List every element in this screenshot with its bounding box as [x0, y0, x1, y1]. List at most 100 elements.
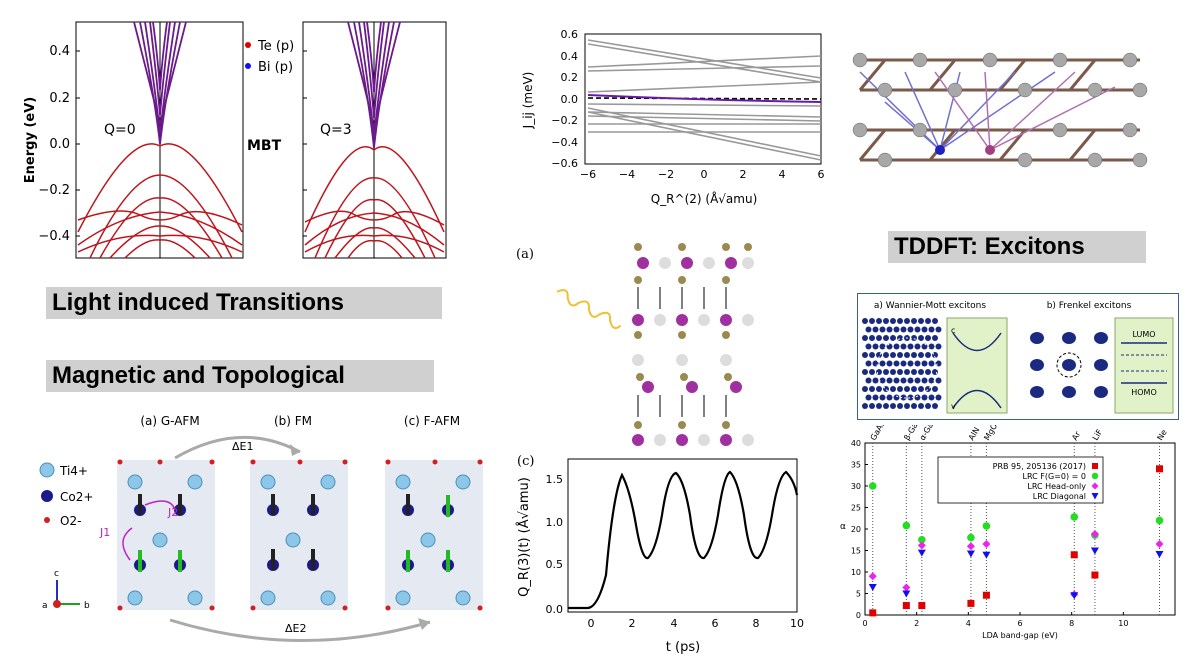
wm-lattice-dot: [925, 335, 931, 341]
qr-panel-label: (c): [517, 454, 535, 469]
scatter-ytick: 40: [851, 439, 861, 448]
wm-lattice-dot: [914, 360, 921, 367]
wm-lattice-dot: [869, 352, 875, 358]
band-ylabel: Energy (eV): [23, 97, 38, 183]
legend-marker: [1091, 472, 1099, 480]
wm-lattice-dot: [918, 369, 924, 375]
vb-label: v: [951, 402, 956, 411]
band-ytick: 0.0: [49, 137, 70, 152]
marker-lrc-f0: [918, 535, 926, 544]
heading-light-induced: Light induced Transitions: [46, 287, 442, 319]
wm-lattice-dot: [907, 394, 914, 401]
wm-lattice-dot: [907, 377, 914, 384]
wm-lattice-dot: [865, 343, 872, 350]
wm-lattice-dot: [865, 326, 872, 333]
wm-lattice-dot: [869, 318, 875, 324]
wm-lattice-dot: [862, 318, 868, 324]
wm-lattice-dot: [921, 377, 928, 384]
wm-lattice-dot: [935, 326, 942, 333]
scatter-ytick: 15: [851, 547, 861, 556]
marker-lrc-head: [917, 541, 926, 550]
homo-label: HOMO: [1131, 388, 1157, 397]
band-ytick: −0.2: [38, 183, 70, 198]
band-q3-label: Q=3: [320, 122, 352, 138]
marker-lrc-head: [1090, 530, 1099, 539]
wm-lattice-dot: [928, 343, 935, 350]
qr-curve: [568, 470, 799, 610]
legend-entry-label: PRB 95, 205136 (2017): [993, 462, 1086, 471]
jij-ytick: 0.4: [561, 50, 579, 63]
qr-xtick: 4: [671, 617, 678, 630]
marker-lrc-head: [966, 542, 975, 551]
marker-prb: [1156, 465, 1163, 473]
marker-lrc-diag: [982, 551, 991, 559]
wm-lattice-dot: [918, 352, 924, 358]
jij-ytick: 0.2: [561, 71, 579, 84]
marker-lrc-diag: [1070, 592, 1079, 600]
marker-prb: [918, 602, 926, 610]
wm-lattice-dot: [872, 326, 879, 333]
wm-lattice-dot: [886, 343, 893, 350]
wm-lattice-dot: [893, 360, 900, 367]
wm-lattice-dot: [911, 386, 917, 392]
wm-lattice-dot: [914, 377, 921, 384]
wm-lattice-dot: [904, 352, 910, 358]
band-structure-figure: 0.4 0.2 0.0 −0.2 −0.4 Energy (eV): [23, 21, 447, 259]
scatter-xtick: 0: [862, 619, 867, 628]
jij-ytick: 0.0: [561, 93, 579, 106]
wm-lattice-dot: [897, 352, 903, 358]
de1-label: ΔE1: [232, 440, 253, 453]
legend-te-label: Te (p): [257, 39, 294, 54]
heading-magnetic-topological: Magnetic and Topological: [46, 360, 434, 392]
wm-lattice-dot: [897, 403, 903, 409]
marker-lrc-f0: [982, 522, 991, 530]
band-ytick: 0.4: [49, 44, 70, 59]
wm-lattice-dot: [900, 360, 907, 367]
wm-lattice-dot: [890, 335, 896, 341]
jij-ytick: −0.6: [551, 157, 578, 170]
band-conduction-left: [133, 21, 187, 145]
wm-lattice-dot: [876, 335, 882, 341]
jij-ytick: 0.6: [561, 28, 579, 41]
scatter-ytick: 20: [851, 525, 861, 534]
scatter-legend-box: [937, 456, 1104, 504]
legend-ti-dot: [39, 462, 55, 478]
wm-lattice-dot: [862, 403, 868, 409]
material-label: Ne: [1155, 428, 1168, 442]
wm-lattice-dot: [900, 394, 907, 401]
wm-lattice-dot: [928, 394, 935, 401]
jij-xtick: 4: [779, 168, 786, 181]
wm-lattice-dot: [865, 394, 872, 401]
marker-lrc-head: [868, 572, 877, 581]
marker-lrc-diag: [1155, 550, 1164, 558]
wm-lattice-dot: [907, 360, 914, 367]
scatter-xtick: 10: [1118, 619, 1128, 628]
wm-lattice-dot: [872, 377, 879, 384]
wm-lattice-dot: [893, 326, 900, 333]
marker-lrc-head: [902, 583, 911, 592]
wm-lattice-dot: [862, 352, 868, 358]
scatter-xtick: 6: [1017, 619, 1022, 628]
wm-lattice-dot: [886, 326, 893, 333]
wm-lattice-dot: [918, 335, 924, 341]
material-label: GaAs: [869, 425, 887, 442]
afm-label-g: (a) G-AFM: [140, 414, 199, 428]
wm-lattice-dot: [925, 352, 931, 358]
legend-o-dot: [44, 517, 50, 523]
legend-entry-label: LRC Head-only: [1027, 482, 1086, 491]
wm-lattice-dot: [911, 352, 917, 358]
scatter-ytick: 35: [851, 461, 861, 470]
band-mbt-label: MBT: [247, 138, 282, 154]
wm-lattice-dot: [883, 318, 889, 324]
marker-lrc-head: [982, 540, 991, 549]
wm-lattice-dot: [869, 403, 875, 409]
band-q0-label: Q=0: [104, 122, 136, 138]
wm-lattice-dot: [911, 369, 917, 375]
marker-lrc-diag: [966, 550, 975, 558]
qr-xtick: 8: [753, 617, 760, 630]
legend-co-dot: [41, 490, 53, 502]
scatter-ylabel: α: [840, 522, 846, 532]
wm-lattice-dot: [893, 394, 900, 401]
jij-chart: 0.6 0.4 0.2 0.0 −0.2 −0.4 −0.6 −6 −4 −2 …: [521, 28, 825, 206]
wm-lattice-dot: [865, 377, 872, 384]
